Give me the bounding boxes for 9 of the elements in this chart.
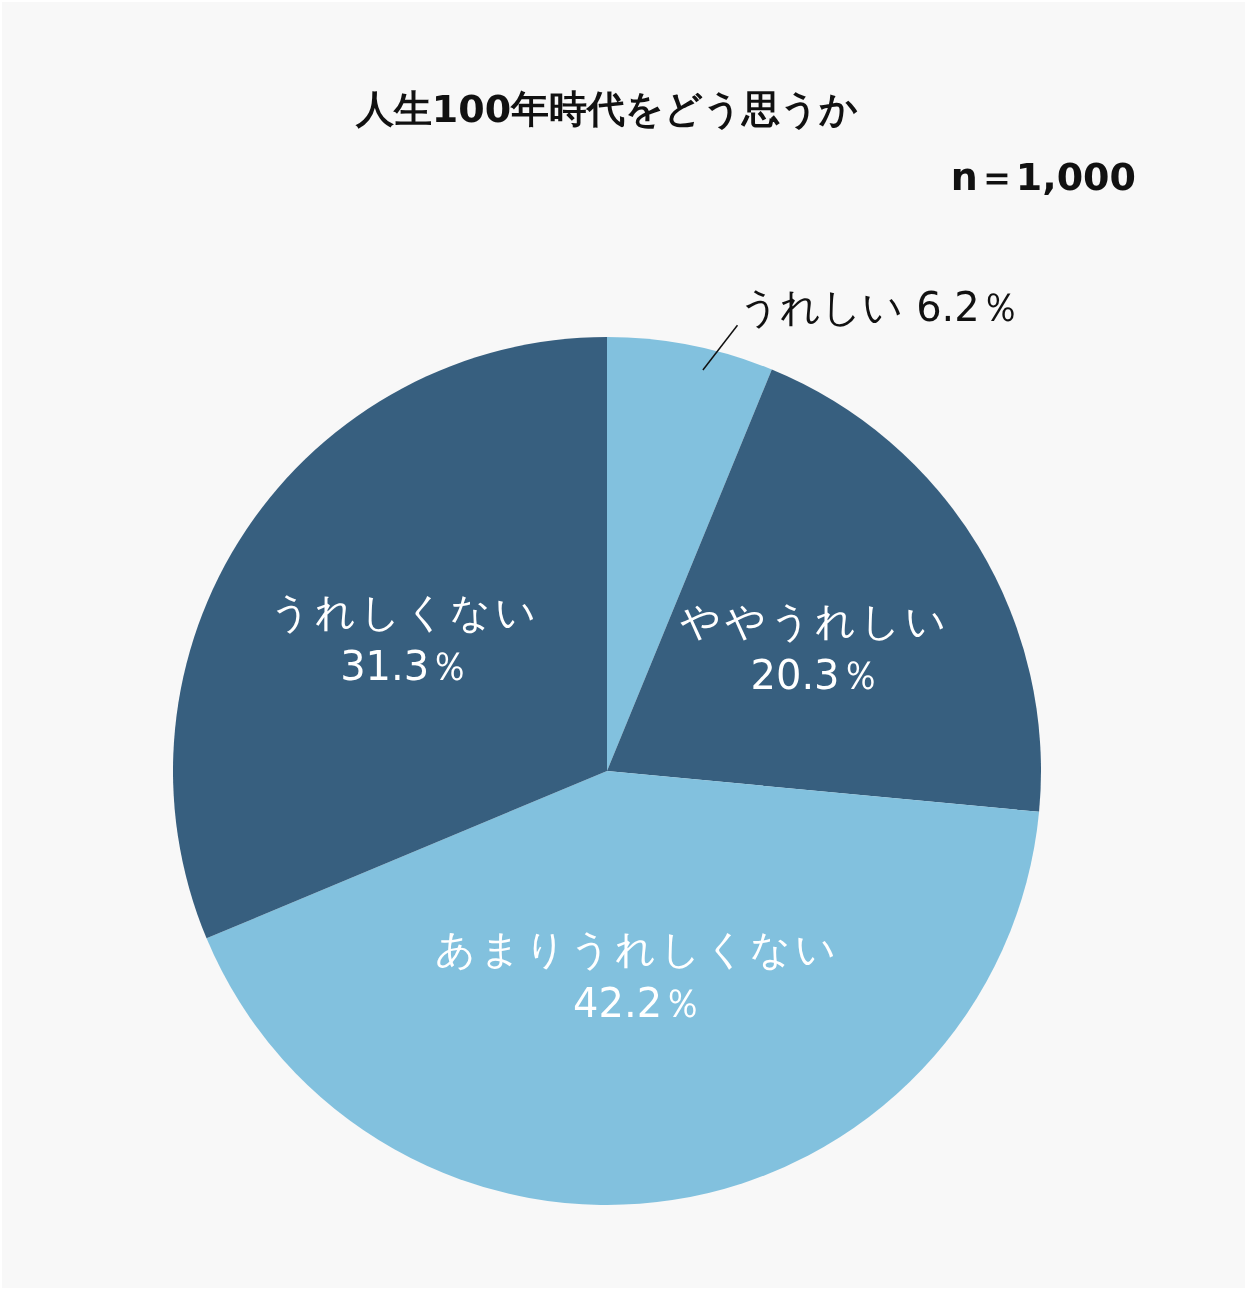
data-label: 42.2％ — [573, 979, 703, 1026]
chart-title: 人生100年時代をどう思うか — [354, 87, 859, 131]
data-label: 20.3％ — [750, 652, 880, 699]
slice-label: うれしい 6.2％ — [739, 284, 1020, 331]
slice-label: ややうれしい — [680, 598, 951, 645]
chart-subtitle: n＝1,000 — [950, 155, 1136, 199]
data-label: 31.3％ — [340, 643, 470, 690]
slice-label: うれしくない — [269, 589, 540, 636]
slice-label: あまりうれしくない — [435, 925, 841, 972]
